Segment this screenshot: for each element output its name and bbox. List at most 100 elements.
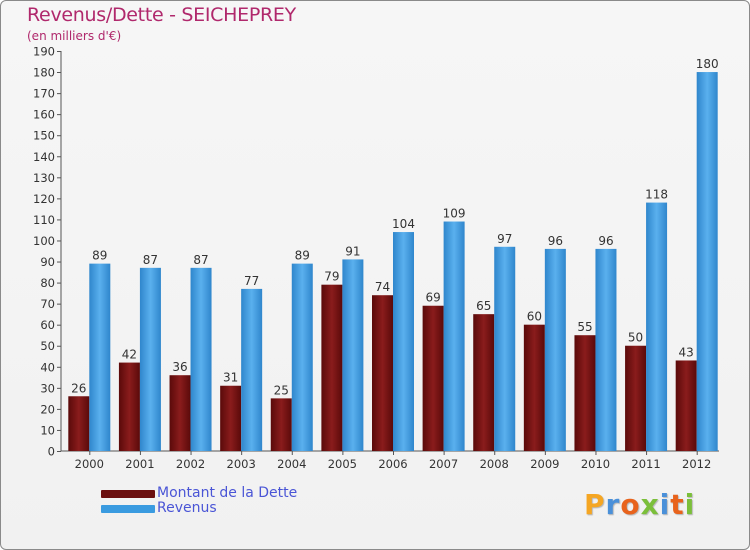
y-tick-label: 190 (33, 45, 55, 59)
data-label-revenue: 96 (548, 234, 563, 248)
bar-debt (625, 345, 647, 451)
bar-revenue (696, 72, 718, 451)
bar-debt (220, 385, 242, 451)
y-tick-label: 70 (40, 297, 55, 311)
y-tick-label: 20 (40, 402, 55, 416)
data-label-revenue: 89 (92, 249, 107, 263)
logo-letter: t (670, 488, 685, 521)
bar-debt (675, 360, 697, 451)
y-tick-label: 60 (40, 318, 55, 332)
x-tick-label: 2002 (176, 457, 205, 471)
bar-revenue (190, 267, 212, 451)
bar-debt (473, 314, 495, 451)
data-label-debt: 55 (577, 320, 592, 334)
y-tick-label: 110 (33, 213, 55, 227)
data-label-revenue: 87 (143, 253, 158, 267)
bar-debt (169, 375, 191, 451)
bar-revenue (241, 288, 263, 451)
logo-letter: o (620, 488, 641, 521)
bar-revenue (443, 221, 465, 451)
bar-debt (574, 335, 596, 451)
x-tick-label: 2008 (480, 457, 509, 471)
y-tick-label: 180 (33, 66, 55, 80)
x-tick-label: 2006 (378, 457, 407, 471)
data-label-debt: 74 (375, 280, 390, 294)
bar-revenue (291, 263, 313, 451)
logo-letter: x (640, 488, 660, 521)
data-label-debt: 25 (274, 383, 289, 397)
bar-debt (270, 398, 292, 451)
x-tick-label: 2001 (125, 457, 154, 471)
y-tick-label: 160 (33, 108, 55, 122)
bar-debt (422, 305, 444, 451)
data-label-revenue: 180 (696, 57, 719, 71)
data-label-revenue: 89 (295, 249, 310, 263)
bar-debt (118, 362, 140, 451)
x-tick-label: 2009 (530, 457, 559, 471)
bar-debt (321, 284, 343, 451)
y-tick-label: 80 (40, 276, 55, 290)
data-label-debt: 79 (324, 270, 339, 284)
bar-revenue (139, 267, 161, 451)
x-tick-label: 2005 (328, 457, 357, 471)
legend-label-debt: Montant de la Dette (157, 485, 298, 501)
data-label-debt: 50 (628, 331, 643, 345)
x-tick-label: 2000 (75, 457, 104, 471)
data-labels: 26 89 42 87 36 87 31 77 25 89 79 91 74 104 69 109 65 97 60… (71, 57, 718, 397)
y-tick-label: 170 (33, 87, 55, 101)
data-label-revenue: 104 (392, 217, 415, 231)
data-label-debt: 60 (527, 310, 542, 324)
bar-revenue (646, 202, 668, 451)
x-tick-label: 2010 (581, 457, 610, 471)
y-tick-label: 40 (40, 360, 55, 374)
bar-revenue (342, 259, 364, 451)
logo-letter: i (684, 488, 696, 521)
data-label-debt: 65 (476, 299, 491, 313)
y-tick-label: 120 (33, 192, 55, 206)
bar-debt (372, 295, 393, 451)
bar-revenue (89, 263, 111, 451)
data-label-revenue: 97 (497, 232, 512, 246)
data-label-revenue: 87 (193, 253, 208, 267)
data-label-debt: 26 (71, 381, 86, 395)
chart-subtitle: (en milliers d'€) (27, 29, 122, 43)
y-tick-label: 150 (33, 129, 55, 143)
data-label-revenue: 96 (598, 234, 613, 248)
proxiti-logo: Proxiti (584, 488, 695, 521)
x-tick-label: 2004 (277, 457, 306, 471)
bar-debt (523, 324, 545, 451)
y-tick-label: 10 (40, 423, 55, 437)
data-label-revenue: 91 (345, 244, 360, 258)
data-label-debt: 43 (679, 345, 694, 359)
data-label-revenue: 118 (645, 188, 668, 202)
data-label-revenue: 109 (443, 207, 466, 221)
y-tick-label: 30 (40, 381, 55, 395)
y-tick-label: 100 (33, 234, 55, 248)
bar-revenue (544, 248, 566, 451)
bar-revenue (494, 246, 516, 451)
bar-revenue (393, 232, 414, 451)
legend-swatch-debt (101, 490, 155, 498)
data-label-debt: 36 (172, 360, 187, 374)
y-tick-label: 50 (40, 339, 55, 353)
bar-debt (68, 396, 90, 451)
x-tick-label: 2012 (682, 457, 711, 471)
data-label-debt: 69 (425, 291, 440, 305)
y-tick-label: 0 (48, 445, 55, 459)
logo-letter: P (584, 488, 606, 521)
x-tick-label: 2003 (227, 457, 256, 471)
legend-label-revenue: Revenus (157, 500, 217, 516)
x-tick-label: 2011 (631, 457, 660, 471)
bar-revenue (595, 248, 617, 451)
x-tick-label: 2007 (429, 457, 458, 471)
y-tick-label: 90 (40, 255, 55, 269)
chart-title: Revenus/Dette - SEICHEPREY (27, 4, 296, 26)
data-label-debt: 42 (122, 348, 137, 362)
legend-swatch-revenue (101, 505, 155, 513)
logo-letter: r (605, 488, 621, 521)
y-tick-label: 140 (33, 150, 55, 164)
bars (68, 72, 718, 451)
data-label-debt: 31 (223, 371, 238, 385)
